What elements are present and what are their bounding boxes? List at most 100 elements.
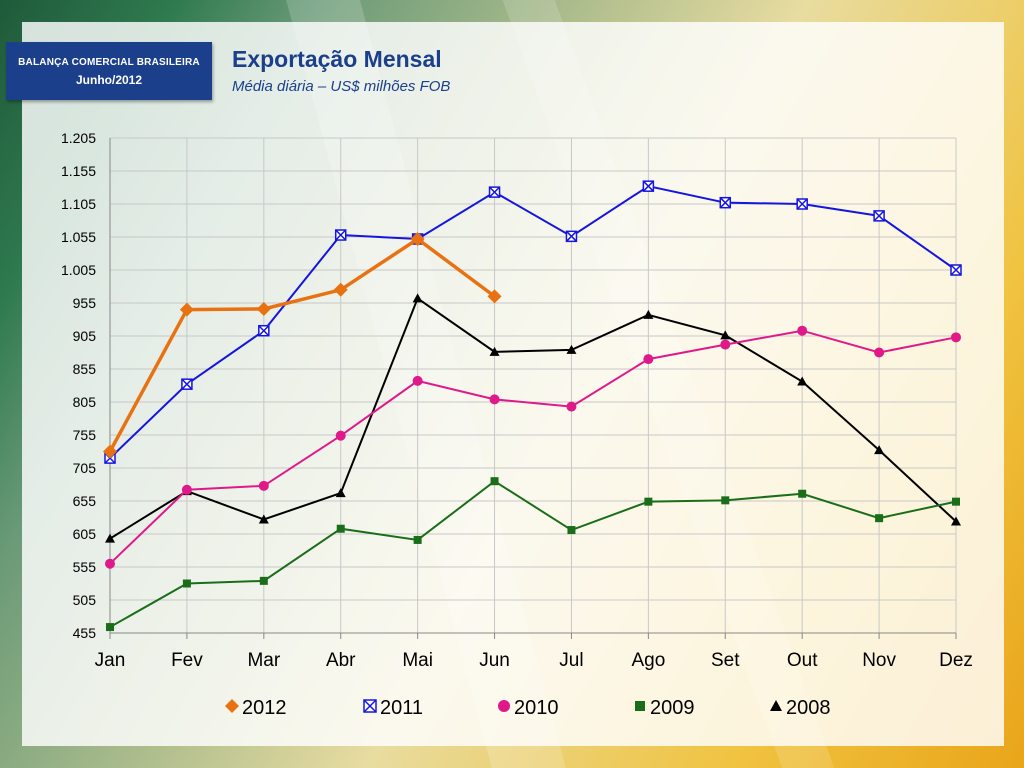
data-point [721,496,730,505]
data-point [225,699,239,713]
data-point [797,376,808,386]
report-badge: BALANÇA COMERCIAL BRASILEIRA Junho/2012 [6,42,212,100]
series-line [108,236,496,453]
x-tick-label: Abr [326,650,356,671]
data-point [567,526,576,535]
x-tick-label: Jul [559,650,583,671]
legend-item-2012: 2012 [225,697,287,719]
data-point [770,700,782,711]
y-tick-label: 805 [73,394,97,410]
data-point [103,444,117,459]
legend-label: 2008 [786,697,831,719]
data-point [798,489,807,498]
data-point [333,282,348,297]
y-tick-label: 655 [73,493,97,509]
x-tick-label: Ago [631,650,665,671]
page-subtitle: Média diária – US$ milhões FOB [232,78,451,95]
series-2009 [106,477,960,632]
data-point [951,332,961,343]
y-tick-label: 1.005 [61,262,96,278]
y-tick-label: 1.205 [61,130,96,146]
x-tick-label: Dez [939,650,973,671]
data-point [334,229,347,241]
series-line [109,185,957,459]
series-line [109,296,957,540]
data-point [875,514,884,523]
series-2012 [103,231,502,459]
data-point [642,180,655,192]
data-point [720,330,731,340]
data-point [181,378,193,390]
series-line [109,479,957,628]
series-2008 [105,293,961,543]
data-point [182,579,191,588]
data-point [258,324,270,337]
data-point [335,488,346,498]
y-tick-label: 755 [73,427,97,443]
x-tick-label: Mai [402,650,433,671]
series-line [109,329,957,565]
legend-item-2010: 2010 [498,697,559,719]
data-point [874,445,885,455]
y-tick-label: 855 [73,361,97,377]
x-tick-label: Jun [479,650,510,671]
y-tick-label: 555 [73,559,97,575]
legend-item-2011: 2011 [363,697,423,719]
y-tick-label: 1.155 [61,163,96,179]
data-point [179,302,194,317]
data-point [105,533,115,543]
data-point [490,477,499,486]
data-point [488,186,501,198]
series-2011 [104,180,962,464]
legend-label: 2010 [514,697,559,719]
data-point [952,497,960,506]
page-title: Exportação Mensal [232,46,442,72]
data-point [256,301,271,316]
data-point [643,309,654,319]
chart-axes: 1.205 1.155 1.105 1.055 1.005 955 905 855 805 755… [61,130,973,671]
badge-title: BALANÇA COMERCIAL BRASILEIRA [18,57,200,68]
data-point [951,516,961,526]
legend-label: 2009 [650,697,695,719]
x-tick-label: Fev [171,650,203,671]
data-point [489,346,500,356]
data-point [259,576,268,585]
y-tick-label: 1.055 [61,229,96,245]
badge-date: Junho/2012 [75,73,143,87]
data-point [363,699,377,713]
data-point [796,198,808,210]
x-tick-label: Set [711,650,740,671]
y-tick-label: 1.105 [61,196,96,212]
data-point [643,354,654,365]
legend-item-2008: 2008 [770,697,831,719]
y-tick-label: 605 [73,526,97,542]
data-point [797,325,808,336]
data-point [566,401,577,412]
data-point [487,289,502,304]
y-tick-label: 705 [73,460,97,476]
x-tick-label: Nov [862,650,896,671]
data-point [874,347,885,358]
y-tick-label: 455 [73,625,97,641]
data-point [720,339,731,350]
data-point [106,623,114,632]
y-tick-label: 505 [73,592,97,608]
data-point [498,700,510,712]
chart-legend: 2012 2011 2010 2009 2008 [225,697,831,719]
legend-label: 2012 [242,697,287,719]
x-tick-label: Mar [247,650,280,671]
data-point [413,535,422,544]
data-point [336,524,345,533]
chart-series [103,180,962,632]
data-point [412,375,423,386]
y-tick-label: 955 [73,295,97,311]
data-point [258,480,269,491]
data-point [719,196,732,209]
chart-grid [109,137,957,634]
series-2010 [105,325,961,569]
data-point [335,430,346,441]
data-point [566,344,577,354]
data-point [410,231,425,246]
legend-item-2009: 2009 [635,697,695,719]
data-point [644,497,653,506]
